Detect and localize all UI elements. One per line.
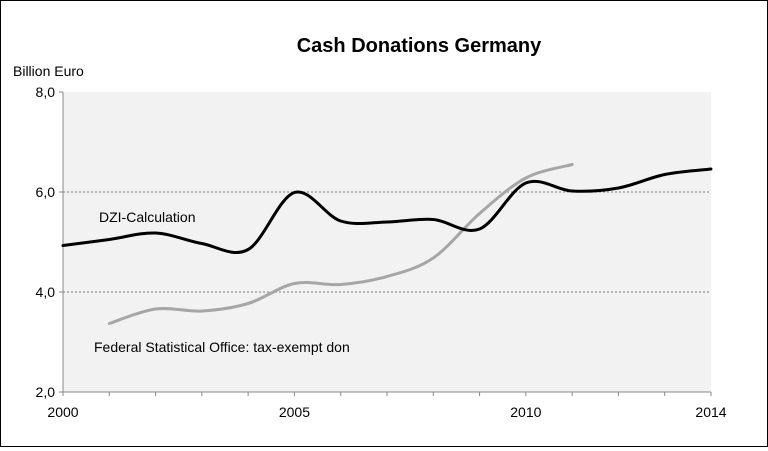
series-label-dzi-calculation: DZI-Calculation [99,209,195,225]
y-tick-label-0: 2,0 [36,384,56,400]
y-axis-unit-label: Billion Euro [13,63,84,79]
y-tick-label-2: 6,0 [36,184,56,200]
x-tick-label-3: 2014 [695,404,726,420]
series-label-federal-statistical-office: Federal Statistical Office: tax-exempt d… [94,339,350,355]
x-tick-label-0: 2000 [47,404,78,420]
x-tick-labels: 2000 2005 2010 2014 [47,404,726,420]
y-tick-labels: 2,0 4,0 6,0 8,0 [36,84,56,400]
y-tick-label-1: 4,0 [36,284,56,300]
y-tick-label-3: 8,0 [36,84,56,100]
x-tick-label-2: 2010 [510,404,541,420]
chart-title: Cash Donations Germany [297,35,542,57]
x-tick-label-1: 2005 [279,404,310,420]
